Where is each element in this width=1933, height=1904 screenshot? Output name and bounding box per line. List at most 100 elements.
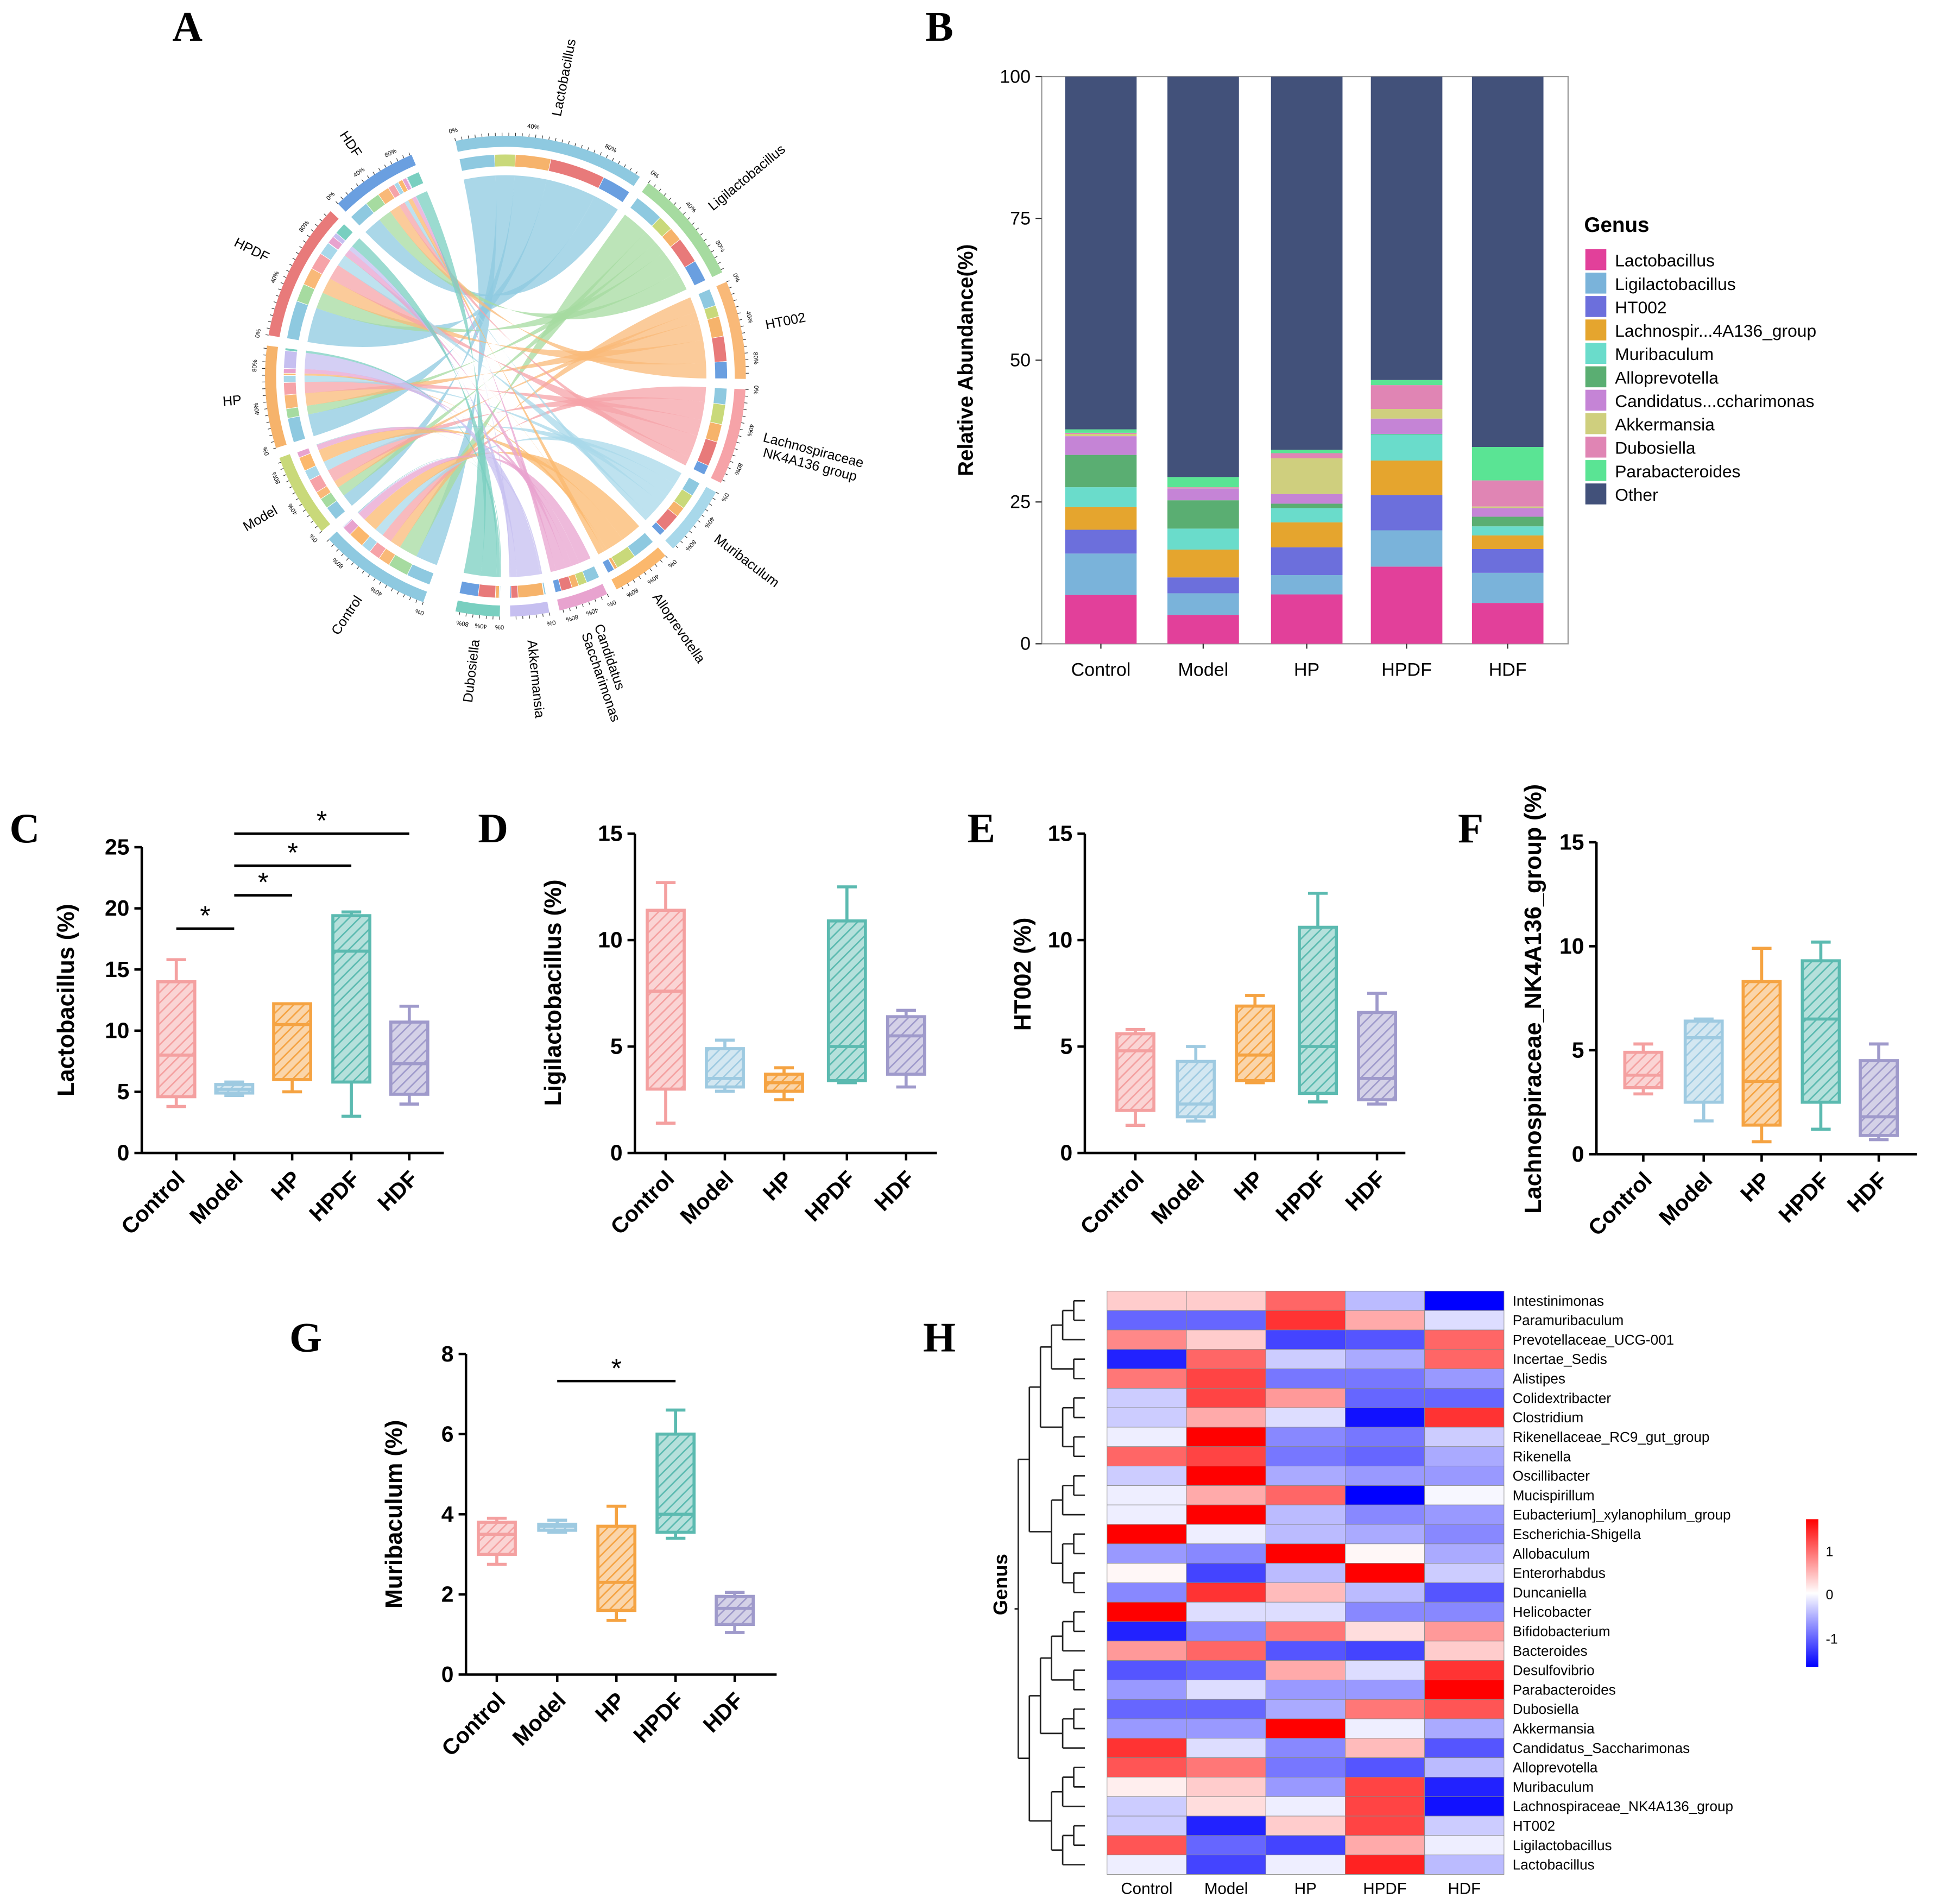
outer-ring-arc <box>557 584 608 611</box>
inner-ring-tile <box>517 582 545 598</box>
heatmap-cell <box>1424 1407 1505 1428</box>
heatmap-cell <box>1186 1446 1266 1467</box>
outer-ring-arc <box>338 155 416 212</box>
tick-mark <box>675 545 679 548</box>
heatmap-cell <box>1345 1796 1425 1817</box>
tick-label: 40% <box>475 622 488 629</box>
y-tick-label: 25 <box>1010 492 1031 513</box>
box-HDF <box>715 1591 755 1634</box>
panel-label-H: H <box>923 1314 956 1361</box>
heatmap-row: Bifidobacterium <box>1107 1621 1610 1642</box>
tick-mark <box>269 314 273 316</box>
box-Control <box>1623 1042 1664 1096</box>
box-iqr <box>331 914 371 1084</box>
tick-mark <box>685 535 688 539</box>
tick-mark <box>295 251 299 254</box>
box-iqr <box>596 1524 637 1612</box>
heatmap-cell <box>1186 1349 1266 1370</box>
row-label: Enterorhabdus <box>1513 1565 1606 1581</box>
box-HDF <box>886 1008 926 1089</box>
row-label: Rikenella <box>1513 1448 1571 1465</box>
tick-mark <box>314 526 318 528</box>
heatmap-cell <box>1107 1815 1187 1836</box>
box-Control <box>156 958 197 1108</box>
chord-ribbon-Candidatus-Model <box>317 426 579 566</box>
bar-segment-Ligilactobacillus-Control <box>1065 553 1137 595</box>
bar-segment-Muribaculum-Control <box>1065 487 1137 507</box>
tick-label: 0% <box>262 446 270 456</box>
heatmap-cell <box>1107 1718 1187 1739</box>
box-HPDF <box>655 1408 696 1540</box>
outer-ring-arc <box>329 531 427 602</box>
heatmap-row: Incertae_Sedis <box>1107 1349 1607 1370</box>
tick-mark <box>714 256 718 259</box>
y-tick-label: 15 <box>105 957 129 982</box>
heatmap-cell <box>1265 1524 1345 1544</box>
heatmap-row: Parabacteroides <box>1107 1679 1616 1700</box>
bar-segment-Alloprevotella-Control <box>1065 455 1137 488</box>
row-label: Rikenellaceae_RC9_gut_group <box>1513 1429 1710 1445</box>
tick-mark <box>576 606 577 609</box>
heatmap-cell <box>1107 1855 1187 1875</box>
tick-label: 0% <box>606 598 617 608</box>
tick-mark <box>361 179 364 182</box>
heatmap-row: Alistipes <box>1107 1369 1565 1389</box>
x-tick-label: Model <box>185 1166 248 1229</box>
tick-mark <box>384 585 387 588</box>
heatmap-cell <box>1186 1679 1266 1700</box>
heatmap-cell <box>1265 1466 1345 1486</box>
chord-segment-Lachnospiraceae: 0% 40% 80% Lachnospiraceae NK4A136 group <box>693 386 866 484</box>
chord-label-line: Control <box>329 593 365 638</box>
tick-mark <box>472 614 473 618</box>
tick-mark <box>599 152 602 156</box>
bar-segment-Dubosiella-Model <box>1167 487 1239 488</box>
heatmap-cell <box>1265 1388 1345 1408</box>
row-label: Eubacterium]_xylanophilum_group <box>1513 1506 1731 1523</box>
panel-label-G: G <box>289 1314 322 1361</box>
heatmap-cell <box>1265 1349 1345 1370</box>
bar-segment-HT002-HDF <box>1471 548 1544 573</box>
x-tick-label: HDF <box>1489 659 1527 680</box>
y-tick-label: 0 <box>1020 634 1031 654</box>
heatmap-cell <box>1265 1543 1345 1564</box>
box-Model <box>705 1038 745 1093</box>
tick-mark <box>263 348 267 349</box>
heatmap-cell <box>1107 1641 1187 1661</box>
tick-label: 40% <box>287 502 299 516</box>
x-tick-label: HDF <box>372 1166 422 1216</box>
inner-ring-tile <box>477 584 496 598</box>
y-tick-label: 15 <box>1559 830 1584 855</box>
box-HPDF <box>331 910 371 1118</box>
heatmap-cell <box>1345 1349 1425 1370</box>
inner-ring-tile <box>711 336 728 363</box>
heatmap-cell <box>1424 1543 1505 1564</box>
inner-ring-tile <box>342 518 352 528</box>
inner-ring-tile <box>287 415 306 443</box>
tick-mark <box>336 548 339 552</box>
x-tick-label: Control <box>605 1166 679 1239</box>
heatmap-cell <box>1424 1329 1505 1350</box>
legend-swatch <box>1585 273 1607 294</box>
heatmap-cell <box>1186 1757 1266 1777</box>
tick-mark <box>687 217 691 220</box>
bar-segment-Parabacteroides-HPDF <box>1370 380 1443 386</box>
tick-mark <box>283 474 287 476</box>
bar-segment-Lachnospir4A136group-HP <box>1271 522 1343 547</box>
tick-mark <box>629 167 632 171</box>
tick-mark <box>324 213 327 216</box>
tick-mark <box>696 228 699 230</box>
y-tick-label: 5 <box>610 1034 623 1059</box>
column-label: Control <box>1121 1880 1172 1898</box>
box-HP <box>272 1002 312 1094</box>
heatmap-cell <box>1345 1407 1425 1428</box>
row-label: Clostridium <box>1513 1409 1584 1426</box>
chord-ribbon-Candidatus-HDF <box>412 196 557 572</box>
heatmap-cell <box>1107 1329 1187 1350</box>
heatmap-cell <box>1265 1582 1345 1603</box>
heatmap-cell <box>1424 1504 1505 1525</box>
x-tick-label: HPDF <box>1271 1166 1331 1226</box>
heatmap-cell <box>1265 1835 1345 1856</box>
tick-label: 80% <box>251 360 258 372</box>
outer-ring-arc <box>265 345 287 448</box>
tick-mark <box>268 428 271 430</box>
